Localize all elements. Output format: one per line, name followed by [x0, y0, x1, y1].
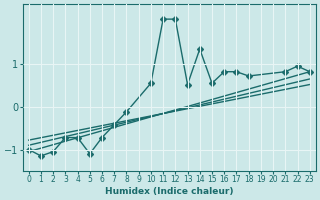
X-axis label: Humidex (Indice chaleur): Humidex (Indice chaleur) [105, 187, 234, 196]
